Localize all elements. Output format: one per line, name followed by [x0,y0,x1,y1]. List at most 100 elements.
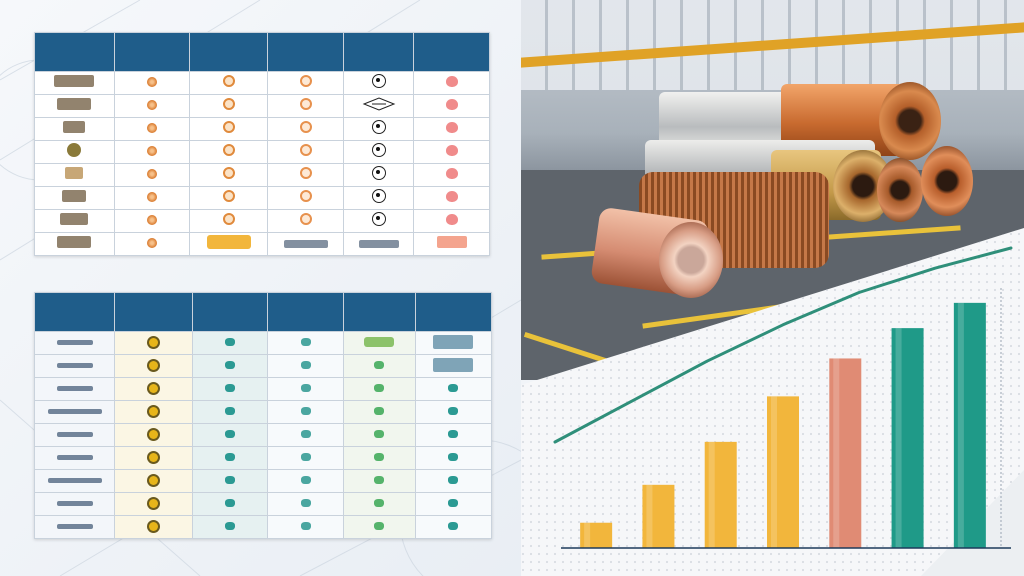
target-icon [371,142,386,157]
teal-cluster-icon [225,476,236,484]
column-header [267,292,344,332]
table-row [33,515,493,539]
table-cell [33,515,116,539]
product-thumbnail-icon [54,75,95,87]
chart-bar [953,302,986,548]
sun-icon [149,475,159,485]
table-cell [414,331,493,355]
chart-bar-highlight [646,484,653,548]
table-cell [191,400,269,424]
teal-cluster-icon [225,522,236,530]
green-cluster-icon [374,430,385,438]
green-cluster-icon [300,384,311,392]
table-cell [114,446,193,470]
table-cell [267,423,344,447]
pink-tile-icon [436,236,467,248]
growth-bar-chart [553,246,1013,549]
table-row [33,469,493,493]
target-icon [371,188,386,203]
table-cell [342,400,416,424]
chart-bar-highlight [771,396,777,548]
table-cell [414,377,493,401]
sun-icon [149,406,159,416]
table-header-row [33,292,493,332]
sun-icon [149,498,159,508]
column-header [267,32,345,72]
table-cell [114,331,193,355]
table-row [34,209,490,233]
orange-dot-icon [146,169,157,179]
table-row [34,186,490,210]
table-row [33,492,493,516]
table-cell [191,354,269,378]
table-cell [114,423,193,447]
copper-ring-icon [299,190,312,202]
table-cell [114,515,193,539]
chart-bar-highlight [895,328,902,548]
table-cell [414,354,493,378]
table-cell [191,423,269,447]
heart-icon [445,191,458,202]
table-cell [414,469,493,493]
table-cell [414,400,493,424]
table-cell [342,515,416,539]
copper-roll-end [879,82,941,160]
row-label-block [56,500,93,506]
sun-icon [149,429,159,439]
row-label-block [47,408,102,414]
row-label-block [56,362,93,368]
copper-ring-icon [222,121,235,133]
copper-comparison-table-top [34,32,490,256]
copper-ring-icon [299,167,312,179]
orange-dot-icon [146,238,157,248]
column-header [414,292,493,332]
orange-dot-icon [146,215,157,225]
green-cluster-icon [300,522,311,530]
orange-dot-icon [146,146,157,156]
row-label-block [56,339,93,345]
heart-icon [445,99,458,110]
green-cluster-icon [374,361,385,369]
chart-bar [891,328,924,548]
table-cell [33,377,116,401]
table-cell [267,492,344,516]
text-block-icon [433,358,474,372]
table-cell [114,377,193,401]
sun-icon [149,521,159,531]
copper-ring-icon [299,121,312,133]
green-cluster-icon [300,361,311,369]
table-cell [267,331,344,355]
row-label-block [56,385,93,391]
teal-cluster-icon [448,499,459,507]
table-header-row [34,32,490,72]
table-cell [191,492,269,516]
text-block-icon [283,240,328,248]
copper-ring-icon [299,213,312,225]
product-thumbnail-icon [60,213,89,225]
copper-roll-end [877,158,923,222]
green-cluster-icon [300,407,311,415]
table-cell [33,331,116,355]
green-cluster-icon [374,407,385,415]
green-cluster-icon [300,338,311,346]
column-header [343,32,415,72]
copper-ring-icon [222,213,235,225]
table-cell [342,377,416,401]
table-row [33,423,493,447]
teal-cluster-icon [225,384,236,392]
teal-cluster-icon [448,407,459,415]
text-block-icon [358,240,399,248]
green-cluster-icon [374,522,385,530]
table-cell [114,400,193,424]
heart-icon [445,145,458,156]
table-row [34,163,490,187]
green-cluster-icon [374,453,385,461]
table-cell [191,469,269,493]
row-label-block [47,477,102,483]
heart-icon [445,76,458,87]
teal-cluster-icon [448,453,459,461]
copper-ring-icon [222,98,235,110]
column-header [33,292,116,332]
table-cell [33,423,116,447]
table-row [33,446,493,470]
